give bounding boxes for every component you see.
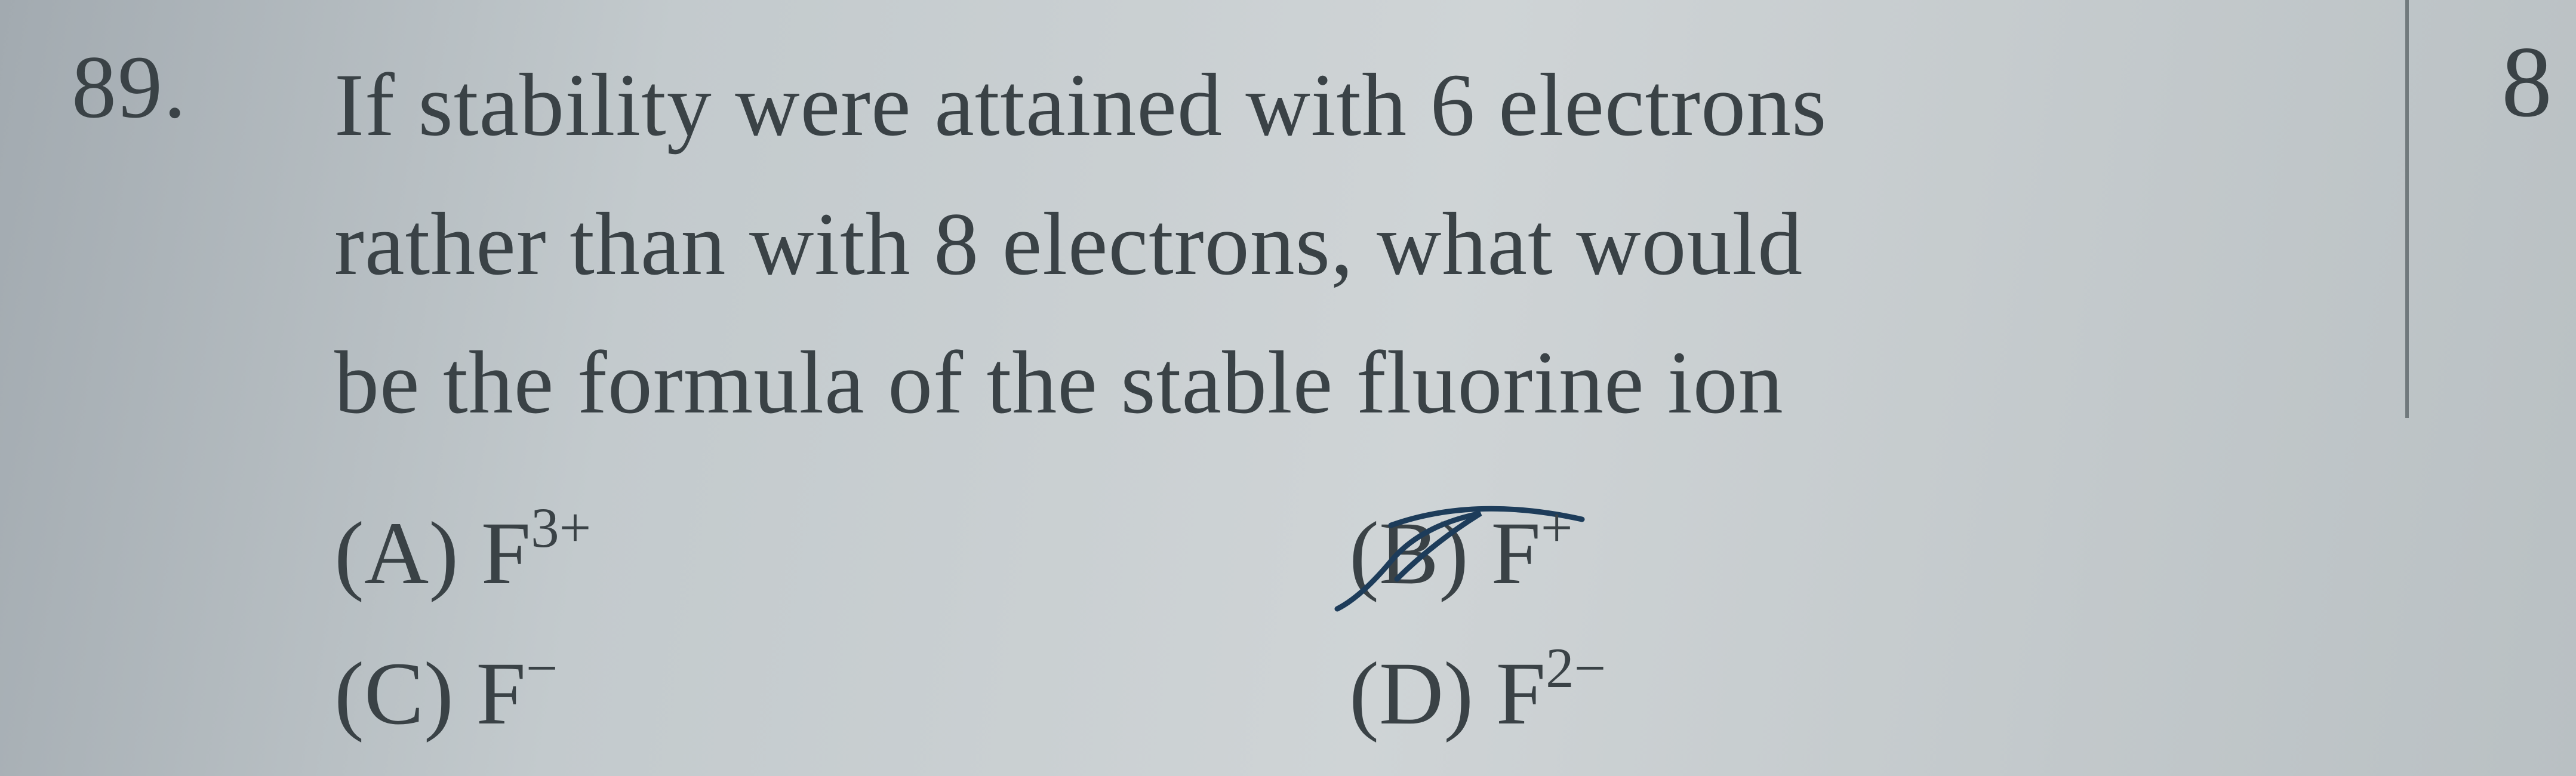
option-a-sup: 3+ bbox=[531, 496, 591, 559]
option-d-base: F bbox=[1496, 644, 1546, 743]
option-a: (A) F3+ bbox=[334, 495, 1349, 612]
column-divider bbox=[2405, 0, 2409, 418]
option-d-label: (D) bbox=[1349, 644, 1473, 743]
option-b-sup: + bbox=[1541, 496, 1573, 559]
option-b-base: F bbox=[1491, 504, 1540, 603]
adjacent-question-fragment: 8 bbox=[2501, 24, 2552, 140]
option-b-label: (B) bbox=[1349, 504, 1469, 603]
exam-page: 89. If stability were attained with 6 el… bbox=[0, 0, 2576, 776]
question-line-1: If stability were attained with 6 electr… bbox=[334, 56, 1827, 155]
question-line-2: rather than with 8 electrons, what would bbox=[334, 195, 1803, 294]
option-a-base: F bbox=[481, 504, 531, 603]
options-block: (A) F3+ (B) F+ (C) F− (D) F2− bbox=[334, 495, 2364, 776]
option-c-label: (C) bbox=[334, 644, 454, 743]
option-b: (B) F+ bbox=[1349, 495, 2364, 612]
option-d-sup: 2− bbox=[1546, 636, 1606, 700]
option-c-base: F bbox=[476, 644, 525, 743]
question-line-3: be the formula of the stable fluorine io… bbox=[334, 333, 1784, 432]
question-number: 89. bbox=[72, 36, 187, 138]
options-row-2: (C) F− (D) F2− bbox=[334, 636, 2364, 752]
question-text: If stability were attained with 6 electr… bbox=[334, 36, 2361, 452]
option-c-sup: − bbox=[526, 636, 558, 700]
option-c: (C) F− bbox=[334, 636, 1349, 752]
option-a-label: (A) bbox=[334, 504, 458, 603]
options-row-1: (A) F3+ (B) F+ bbox=[334, 495, 2364, 612]
option-d: (D) F2− bbox=[1349, 636, 2364, 752]
